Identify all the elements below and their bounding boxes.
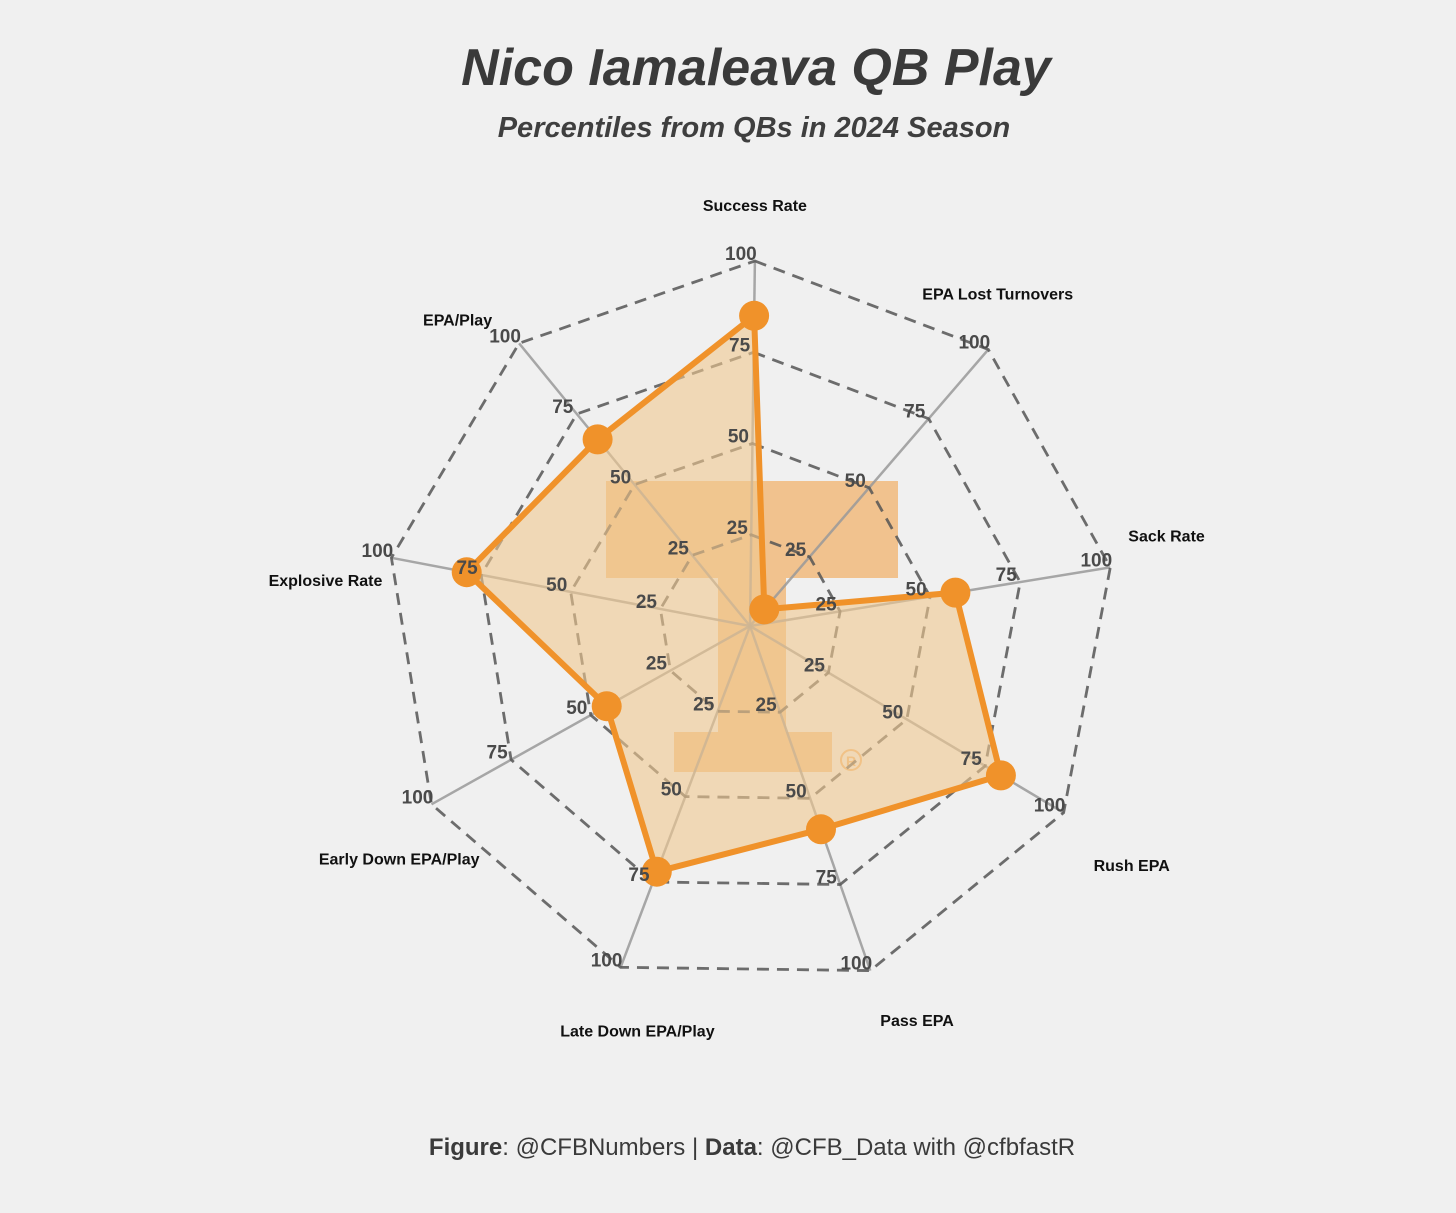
tick-label-epa-lost-turnovers-100: 100 xyxy=(958,333,990,354)
grid-ring-100 xyxy=(389,259,1112,973)
data-point-explosive-rate xyxy=(451,557,482,588)
tick-label-epa-play-100: 100 xyxy=(489,326,521,347)
tick-label-explosive-rate-100: 100 xyxy=(362,541,394,562)
tick-label-pass-epa-25: 25 xyxy=(756,695,778,716)
axis-label-rush-epa: Rush EPA xyxy=(1094,858,1171,875)
tick-label-sack-rate-50: 50 xyxy=(906,580,927,601)
data-point-success-rate xyxy=(739,300,770,331)
axis-label-success-rate: Success Rate xyxy=(703,198,807,215)
axis-label-early-down-epa-play: Early Down EPA/Play xyxy=(319,852,480,869)
tick-label-epa-lost-turnovers-75: 75 xyxy=(904,402,926,423)
tick-label-rush-epa-25: 25 xyxy=(804,656,826,677)
tick-label-rush-epa-100: 100 xyxy=(1034,796,1066,817)
data-point-late-down-epa-play xyxy=(641,856,672,887)
source-caption: Figure: @CFBNumbers | Data: @CFB_Data wi… xyxy=(0,1134,1456,1162)
chart-subtitle: Percentiles from QBs in 2024 Season xyxy=(497,112,1011,144)
data-point-early-down-epa-play xyxy=(591,691,622,722)
tick-label-explosive-rate-75: 75 xyxy=(457,558,479,579)
tick-label-success-rate-100: 100 xyxy=(725,244,757,265)
data-point-sack-rate xyxy=(940,577,971,608)
data-point-pass-epa xyxy=(806,814,836,845)
axis-label-epa-play: EPA/Play xyxy=(423,313,492,330)
tick-label-sack-rate-75: 75 xyxy=(996,565,1018,586)
tick-label-late-down-epa-play-25: 25 xyxy=(693,694,715,715)
data-point-epa-play xyxy=(582,424,613,455)
axis-label-sack-rate: Sack Rate xyxy=(1128,529,1205,546)
caption-figure-value: : @CFBNumbers | xyxy=(502,1134,705,1161)
tick-label-late-down-epa-play-50: 50 xyxy=(661,780,682,801)
tick-label-early-down-epa-play-25: 25 xyxy=(646,654,668,675)
tick-label-rush-epa-50: 50 xyxy=(882,702,903,723)
tick-label-sack-rate-100: 100 xyxy=(1080,550,1112,571)
data-point-rush-epa xyxy=(985,760,1016,791)
tick-label-success-rate-75: 75 xyxy=(729,335,751,356)
radar-series xyxy=(451,300,1016,887)
series-area xyxy=(463,312,1004,875)
data-point-epa-lost-turnovers xyxy=(749,594,780,625)
caption-figure-label: Figure xyxy=(428,1134,503,1161)
tick-label-early-down-epa-play-75: 75 xyxy=(487,743,509,764)
tick-label-epa-play-75: 75 xyxy=(552,397,574,418)
tick-label-pass-epa-50: 50 xyxy=(786,781,807,802)
tick-label-late-down-epa-play-75: 75 xyxy=(628,865,650,886)
axis-label-epa-lost-turnovers: EPA Lost Turnovers xyxy=(922,287,1073,304)
tick-label-explosive-rate-25: 25 xyxy=(636,592,658,613)
tick-label-pass-epa-100: 100 xyxy=(840,954,872,975)
tick-label-success-rate-50: 50 xyxy=(728,427,749,448)
tick-label-success-rate-25: 25 xyxy=(727,518,749,539)
tick-label-late-down-epa-play-100: 100 xyxy=(591,950,623,971)
axis-label-pass-epa: Pass EPA xyxy=(880,1013,954,1030)
tick-label-rush-epa-75: 75 xyxy=(961,749,983,770)
tick-label-early-down-epa-play-100: 100 xyxy=(402,787,434,808)
tick-label-epa-lost-turnovers-25: 25 xyxy=(785,540,807,561)
caption-data-label: Data xyxy=(704,1134,757,1161)
grid-ring-75 xyxy=(479,350,1022,886)
axis-label-explosive-rate: Explosive Rate xyxy=(269,573,383,590)
tick-label-early-down-epa-play-50: 50 xyxy=(566,698,587,719)
axis-label-late-down-epa-play: Late Down EPA/Play xyxy=(560,1024,715,1041)
tick-label-epa-lost-turnovers-50: 50 xyxy=(845,471,866,492)
tick-label-pass-epa-75: 75 xyxy=(816,868,838,889)
tick-label-explosive-rate-50: 50 xyxy=(546,575,567,596)
caption-data-value: : @CFB_Data with @cfbfastR xyxy=(756,1134,1076,1161)
radar-labels: 25 50 75 100 25 50 75 100 25 50 75 100 25 50 75 100 25 50… xyxy=(269,198,1205,1040)
tick-label-epa-play-25: 25 xyxy=(668,538,690,559)
tick-label-sack-rate-25: 25 xyxy=(816,594,838,615)
chart-title: Nico Iamaleava QB Play xyxy=(461,39,1051,97)
tick-label-epa-play-50: 50 xyxy=(610,468,631,489)
